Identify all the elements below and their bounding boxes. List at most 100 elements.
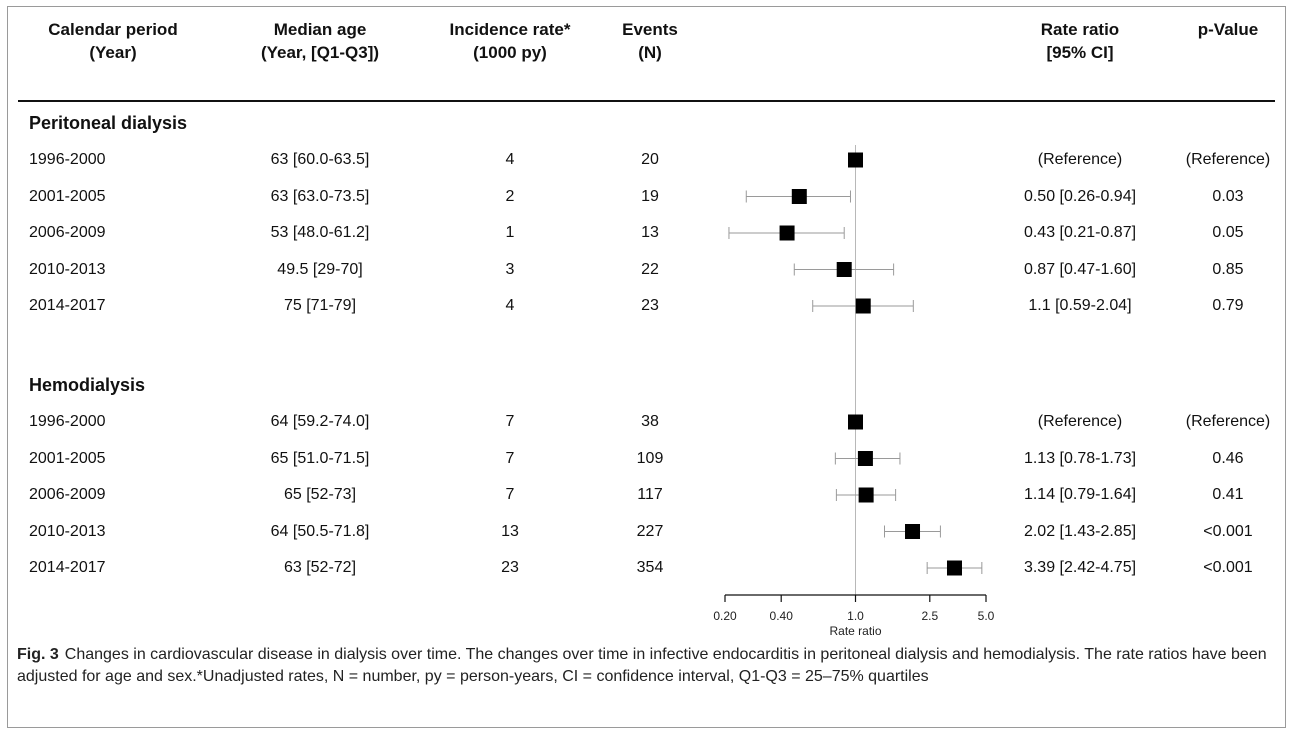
- header-rule: [18, 100, 1275, 102]
- x-tick-label: 2.5: [921, 609, 938, 623]
- cell-rr-text: (Reference): [1037, 413, 1123, 430]
- cell-p: 0.05: [1212, 224, 1244, 241]
- cell-rr-text: 1.13 [0.78-1.73]: [1023, 449, 1137, 467]
- cell-p: (Reference): [1185, 151, 1271, 168]
- cell-rr-text: 1.1 [0.59-2.04]: [1028, 297, 1132, 314]
- header-rate-ratio: Rate ratio [95% CI]: [1010, 18, 1150, 64]
- estimate-point: [779, 225, 795, 241]
- header-calendar-period-line1: Calendar period: [48, 20, 178, 39]
- cell-p: <0.001: [1203, 559, 1253, 576]
- cell-p: 0.46: [1212, 449, 1244, 467]
- cell-period: 2014-2017: [29, 297, 106, 314]
- cell-median-age: 64 [59.2-74.0]: [270, 413, 370, 430]
- cell-events: 13: [641, 224, 659, 241]
- x-tick-label: 0.40: [770, 609, 794, 623]
- header-events: Events (N): [610, 18, 690, 64]
- cell-incidence: 4: [505, 151, 515, 168]
- cell-median-age: 65 [52-73]: [283, 486, 357, 503]
- cell-events: 22: [641, 260, 659, 278]
- cell-p: 0.85: [1212, 260, 1244, 278]
- cell-median-age: 63 [60.0-63.5]: [270, 151, 370, 168]
- cell-rr-text: 0.50 [0.26-0.94]: [1023, 187, 1137, 205]
- estimate-point: [791, 189, 807, 204]
- cell-rr-text: 3.39 [2.42-4.75]: [1023, 559, 1137, 576]
- cell-period: 2001-2005: [29, 449, 106, 467]
- header-median-age-line2: (Year, [Q1-Q3]): [260, 43, 380, 62]
- estimate-point: [836, 262, 852, 277]
- cell-period: 2014-2017: [29, 559, 106, 576]
- cell-p: 0.79: [1212, 297, 1244, 314]
- cell-period: 1996-2000: [29, 151, 106, 168]
- figure-caption: Fig. 3 Changes in cardiovascular disease …: [17, 644, 1279, 688]
- header-median-age-line1: Median age: [273, 20, 367, 39]
- cell-period: 2001-2005: [29, 187, 106, 205]
- cell-rr-text: 2.02 [1.43-2.85]: [1023, 522, 1137, 540]
- cell-incidence: 13: [501, 522, 519, 540]
- cell-events: 354: [636, 559, 664, 576]
- cell-events: 19: [641, 187, 659, 205]
- section-peritoneal-dialysis: Peritoneal dialysis: [29, 113, 188, 133]
- cell-period: 2006-2009: [29, 224, 106, 241]
- cell-period: 2006-2009: [29, 486, 106, 503]
- cell-median-age: 63 [52-72]: [283, 559, 357, 576]
- x-tick-label: 5.0: [978, 609, 995, 623]
- cell-incidence: 7: [505, 449, 515, 467]
- figure-frame: [7, 6, 1286, 728]
- cell-period: 2010-2013: [29, 522, 106, 540]
- header-incidence-rate: Incidence rate* (1000 py): [420, 18, 600, 64]
- header-p-value-line1: p-Value: [1197, 20, 1259, 39]
- cell-incidence: 7: [505, 486, 515, 503]
- cell-incidence: 4: [505, 297, 515, 314]
- header-incidence-line1: Incidence rate*: [449, 20, 571, 39]
- header-events-line2: (N): [638, 43, 662, 62]
- section-hemodialysis: Hemodialysis: [29, 375, 146, 395]
- cell-incidence: 7: [505, 413, 515, 430]
- cell-events: 227: [636, 522, 664, 540]
- cell-median-age: 49.5 [29-70]: [277, 260, 363, 278]
- cell-rr-text: 0.87 [0.47-1.60]: [1023, 260, 1137, 278]
- x-tick-label: 0.20: [713, 609, 737, 623]
- cell-median-age: 75 [71-79]: [283, 297, 357, 314]
- header-rate-ratio-line2: [95% CI]: [1046, 43, 1114, 62]
- caption-label: Fig. 3: [17, 646, 59, 663]
- cell-rr-text: 1.14 [0.79-1.64]: [1023, 486, 1137, 503]
- cell-events: 109: [636, 449, 664, 467]
- cell-rr-text: 0.43 [0.21-0.87]: [1023, 224, 1137, 241]
- estimate-point: [946, 560, 962, 576]
- estimate-point: [905, 524, 921, 539]
- cell-incidence: 3: [505, 260, 515, 278]
- cell-events: 23: [641, 297, 659, 314]
- header-calendar-period: Calendar period (Year): [18, 18, 208, 64]
- estimate-point: [848, 152, 863, 168]
- cell-median-age: 53 [48.0-61.2]: [270, 224, 370, 241]
- header-incidence-line2: (1000 py): [473, 43, 547, 62]
- cell-p: <0.001: [1203, 522, 1253, 540]
- cell-median-age: 63 [63.0-73.5]: [270, 187, 370, 205]
- estimate-point: [848, 414, 863, 430]
- estimate-point: [858, 487, 874, 503]
- cell-p: 0.41: [1212, 486, 1244, 503]
- header-rate-ratio-line1: Rate ratio: [1040, 20, 1120, 39]
- caption-text: Changes in cardiovascular disease in dia…: [17, 646, 1267, 685]
- header-p-value: p-Value: [1170, 18, 1286, 41]
- cell-incidence: 23: [501, 559, 519, 576]
- x-tick-label: 1.0: [847, 609, 864, 623]
- header-events-line1: Events: [622, 20, 678, 39]
- header-median-age: Median age (Year, [Q1-Q3]): [230, 18, 410, 64]
- forest-plot: 0.20 0.40 1.0 2.5 5.0 Rate ratio: [713, 145, 995, 638]
- cell-events: 117: [637, 486, 663, 503]
- cell-rr-text: (Reference): [1037, 151, 1123, 168]
- cell-p: 0.03: [1212, 187, 1244, 205]
- estimate-point: [855, 298, 871, 314]
- x-axis-label: Rate ratio: [829, 624, 881, 638]
- estimate-point: [857, 451, 873, 466]
- cell-incidence: 1: [505, 224, 515, 241]
- cell-events: 38: [641, 413, 659, 430]
- cell-period: 1996-2000: [29, 413, 106, 430]
- header-calendar-period-line2: (Year): [89, 43, 137, 62]
- cell-p: (Reference): [1185, 413, 1271, 430]
- cell-median-age: 64 [50.5-71.8]: [270, 522, 370, 540]
- cell-incidence: 2: [505, 187, 515, 205]
- cell-period: 2010-2013: [29, 260, 106, 278]
- cell-events: 20: [641, 151, 659, 168]
